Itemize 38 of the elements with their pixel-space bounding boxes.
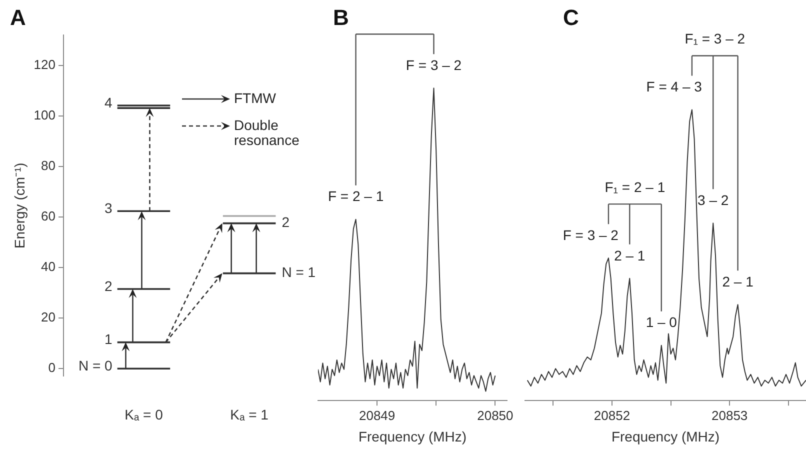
series-label: 3 bbox=[104, 200, 113, 216]
series-label: 2 bbox=[104, 278, 113, 294]
x-tick-label: 20850 bbox=[477, 408, 514, 423]
y-tick-label: 80 bbox=[41, 158, 56, 174]
y-tick-label: 0 bbox=[48, 360, 56, 376]
annotation: 1 – 0 bbox=[646, 314, 678, 330]
y-tick-label: 120 bbox=[34, 56, 56, 72]
y-tick-label: 40 bbox=[41, 259, 56, 274]
annotation: 2 – 1 bbox=[614, 247, 646, 264]
legend-label: N = 0 bbox=[78, 357, 113, 374]
chart-title: C bbox=[563, 5, 579, 30]
x-axis-title: Frequency (MHz) bbox=[358, 428, 467, 444]
series-label: N = 1 bbox=[282, 264, 316, 280]
text: F₁ = 3 – 2 bbox=[684, 30, 746, 47]
chart-title: A bbox=[10, 5, 26, 30]
y-axis-title: Energy (cm⁻¹) bbox=[11, 162, 28, 249]
series-label: 4 bbox=[104, 94, 113, 110]
annotation: 2 – 1 bbox=[722, 273, 754, 290]
y-tick-label: 100 bbox=[34, 107, 56, 122]
x-tick-label: Kₐ = 1 bbox=[230, 406, 269, 422]
annotation: F = 4 – 3 bbox=[646, 78, 702, 95]
y-tick-label: 20 bbox=[41, 310, 56, 325]
x-tick-label: 20853 bbox=[712, 408, 748, 423]
annotation: 3 – 2 bbox=[698, 192, 729, 208]
annotation: F₁ = 2 – 1 bbox=[604, 178, 666, 195]
annotation: Double resonance bbox=[234, 116, 300, 148]
x-axis-title: Frequency (MHz) bbox=[611, 428, 720, 444]
x-tick-label: 20849 bbox=[358, 408, 396, 423]
x-tick-label: 20852 bbox=[594, 408, 630, 423]
annotation: FTMW bbox=[234, 90, 277, 106]
series-label: 1 bbox=[104, 331, 113, 348]
x-tick-label: Kₐ = 0 bbox=[124, 406, 164, 422]
series-label: 2 bbox=[282, 214, 290, 230]
y-tick-label: 60 bbox=[41, 208, 56, 224]
annotation: F = 3 – 2 bbox=[406, 56, 462, 73]
chart-title: B bbox=[333, 5, 349, 30]
annotation: F = 3 – 2 bbox=[562, 226, 619, 243]
annotation: F = 2 – 1 bbox=[328, 188, 384, 204]
